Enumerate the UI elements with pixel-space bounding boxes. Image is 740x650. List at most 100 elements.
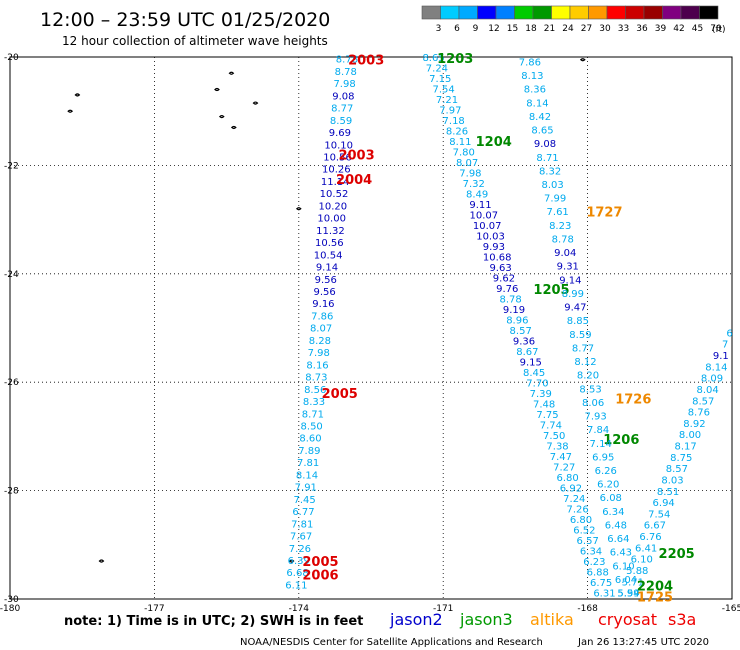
wave-height-label: 8.03 xyxy=(541,180,563,191)
wave-height-label: 5.88 xyxy=(626,566,648,577)
wave-height-label: 7.98 xyxy=(308,348,330,359)
wave-height-label: 10.68 xyxy=(483,253,512,264)
wave-height-label: 6.39 xyxy=(288,556,310,567)
wave-height-label: 8.14 xyxy=(526,98,548,109)
island-outline xyxy=(228,71,235,75)
legend-tick-label: 42 xyxy=(673,24,684,34)
wave-height-label: 8.99 xyxy=(562,289,584,300)
legend-swatch xyxy=(699,5,719,20)
wave-height-label: 7.70 xyxy=(526,379,548,390)
wave-height-label: 8.67 xyxy=(516,347,538,358)
wave-height-label: 7.38 xyxy=(546,442,568,453)
wave-height-label: 7.45 xyxy=(293,495,315,506)
wave-height-label: 7.67 xyxy=(290,532,312,543)
y-tick-label: -30 xyxy=(4,595,19,605)
time-label: 2005 xyxy=(322,387,358,402)
wave-height-label: 9.56 xyxy=(315,275,337,286)
legend-tick-label: 3 xyxy=(436,24,442,34)
footnote: note: 1) Time is in UTC; 2) SWH is in fe… xyxy=(64,614,363,629)
wave-height-label: 8.04 xyxy=(696,385,718,396)
wave-height-label: 8.76 xyxy=(688,408,710,419)
wave-height-label: 6.88 xyxy=(587,568,609,579)
y-tick-label: -22 xyxy=(4,161,19,171)
legend-swatch xyxy=(569,5,589,20)
wave-height-label: 8.57 xyxy=(666,464,688,475)
wave-height-label: 9.69 xyxy=(329,128,351,139)
wave-height-label: 6.77 xyxy=(292,507,314,518)
island-outline xyxy=(214,87,220,92)
wave-height-label: 7.91 xyxy=(295,483,317,494)
wave-height-label: 10.20 xyxy=(319,201,348,212)
wave-height-label: 10.07 xyxy=(470,211,499,222)
x-tick-label: -165 xyxy=(722,604,740,614)
wave-height-label: 7.24 xyxy=(563,494,585,505)
wave-height-label: 9.36 xyxy=(513,337,535,348)
wave-height-label: 8.14 xyxy=(296,470,318,481)
wave-height-label: 8.33 xyxy=(303,397,325,408)
wave-height-label: 7.21 xyxy=(436,95,458,106)
wave-height-label: 8.78 xyxy=(335,67,357,78)
axis-ticks: -180 -177 -174 -171 -168 -165 -20 -22 -24 -26 -28 -… xyxy=(0,53,740,614)
wave-height-label: 7 xyxy=(722,340,728,351)
chart-subtitle: 12 hour collection of altimeter wave hei… xyxy=(62,34,328,48)
wave-height-label: 9.14 xyxy=(559,275,581,286)
wave-height-label: 6.34 xyxy=(602,507,624,518)
wave-height-label: 9.63 xyxy=(489,263,511,274)
x-tick-label: -174 xyxy=(289,604,310,614)
legend-tick-label: 15 xyxy=(507,24,518,34)
legend-tick-label: 36 xyxy=(636,24,648,34)
time-label: 1205 xyxy=(533,283,569,298)
wave-height-label: 6.04 xyxy=(615,575,637,586)
wave-height-label: 6.10 xyxy=(631,555,653,566)
wave-height-label: 7.89 xyxy=(298,446,320,457)
wave-height-label: 7.18 xyxy=(443,116,465,127)
wave-height-label: 6.23 xyxy=(583,557,605,568)
wave-height-label: 8.11 xyxy=(449,137,471,148)
legend-tick-label: 33 xyxy=(618,24,629,34)
legend-tick-label: 21 xyxy=(544,24,555,34)
wave-height-label: 8.65 xyxy=(531,126,553,137)
time-label: 2003 xyxy=(338,149,374,164)
wave-height-label: 9.62 xyxy=(493,274,515,285)
wave-height-label: 7.54 xyxy=(648,509,670,520)
y-tick-label: -26 xyxy=(4,378,19,388)
x-tick-label: -177 xyxy=(144,604,164,614)
wave-height-label: 8.56 xyxy=(304,385,326,396)
wave-height-label: 8.77 xyxy=(572,343,594,354)
wave-height-label: 9.14 xyxy=(316,263,338,274)
wave-height-label: 9.19 xyxy=(503,305,525,316)
wave-height-label: 6.34 xyxy=(580,547,602,558)
wave-height-label: 9.11 xyxy=(469,200,491,211)
island-outline xyxy=(252,101,259,105)
wave-height-label: 10.52 xyxy=(320,189,349,200)
wave-height-label: 8.59 xyxy=(569,330,591,341)
wave-height-label: 8.73 xyxy=(305,373,327,384)
wave-height-label: 6.57 xyxy=(577,536,599,547)
time-label: 2006 xyxy=(302,569,338,584)
wave-height-label: 8.28 xyxy=(309,336,331,347)
x-tick-label: -168 xyxy=(577,604,598,614)
wave-height-label: 9.47 xyxy=(564,303,586,314)
legend-swatch xyxy=(662,5,682,20)
legend-tick-label: 9 xyxy=(473,24,479,34)
wave-height-label: 6.26 xyxy=(595,466,617,477)
wave-height-label: 8.59 xyxy=(330,116,352,127)
satellite-name: jason2 xyxy=(389,610,443,629)
wave-height-label: 9.31 xyxy=(557,262,579,273)
wave-height-label: 8.26 xyxy=(446,127,468,138)
legend-swatch xyxy=(458,5,478,20)
time-label: 1204 xyxy=(476,135,512,150)
wave-height-label: 6.67 xyxy=(644,521,666,532)
wave-height-label: 8.16 xyxy=(306,360,328,371)
wave-height-label: 6.20 xyxy=(597,480,619,491)
wave-height-label: 8.53 xyxy=(579,384,601,395)
wave-height-label: 6.41 xyxy=(635,543,657,554)
island-outline xyxy=(218,115,225,119)
wave-height-label: 9.16 xyxy=(312,299,334,310)
wave-height-label: 7.26 xyxy=(567,505,589,516)
time-label: 2003 xyxy=(348,54,384,69)
wave-height-label: 7.47 xyxy=(550,452,572,463)
x-tick-label: -171 xyxy=(433,604,453,614)
wave-height-label: 7.81 xyxy=(291,519,313,530)
wave-height-label: 10.56 xyxy=(323,153,352,164)
